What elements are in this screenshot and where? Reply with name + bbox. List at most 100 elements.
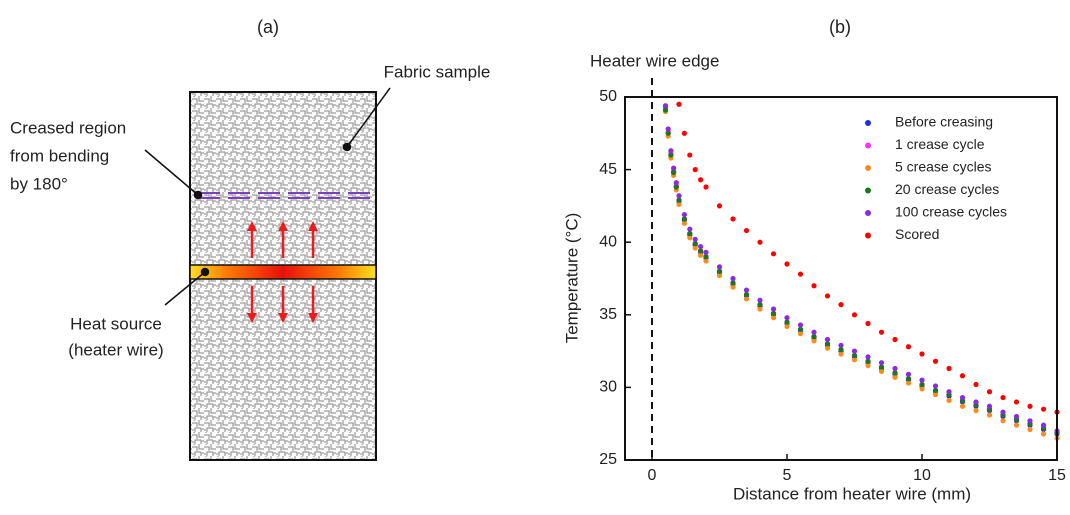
data-point	[865, 358, 871, 364]
data-point	[824, 336, 831, 343]
chart-title: (b)	[829, 17, 851, 37]
data-point	[743, 296, 750, 302]
y-axis-label: Temperature (°C)	[562, 213, 581, 344]
crease-label: by 180°	[10, 174, 68, 193]
data-point	[770, 251, 777, 257]
data-point	[743, 227, 750, 234]
chart: (b) Distance from heater wire (mm) Tempe…	[562, 17, 1066, 504]
data-point	[698, 252, 704, 258]
data-point	[919, 377, 925, 383]
legend-label: 100 crease cycles	[895, 204, 1007, 220]
data-point	[716, 268, 723, 274]
data-point	[1000, 394, 1006, 401]
data-point	[676, 101, 682, 107]
x-tick-label: 5	[783, 467, 792, 484]
data-point	[757, 306, 763, 312]
data-point	[1040, 431, 1047, 437]
data-point	[946, 397, 952, 404]
data-point	[824, 341, 831, 347]
data-point	[692, 245, 698, 251]
data-point	[770, 306, 777, 312]
data-point	[703, 184, 709, 190]
data-point	[770, 315, 777, 321]
legend-label: Before creasing	[895, 114, 993, 130]
legend-label: Scored	[895, 226, 939, 242]
data-point	[946, 389, 952, 395]
data-point	[730, 275, 736, 282]
data-point	[673, 184, 679, 190]
data-point	[797, 271, 804, 277]
data-point	[865, 320, 871, 327]
annotation: Heater wire edge	[590, 51, 719, 70]
data-point	[932, 358, 939, 364]
data-point	[973, 381, 979, 388]
data-point	[698, 248, 704, 254]
data-point	[946, 365, 952, 372]
data-point	[878, 329, 885, 335]
data-point	[743, 287, 750, 293]
data-point	[919, 381, 925, 388]
fabric-label: Fabric sample	[384, 62, 491, 81]
data-point	[687, 152, 693, 158]
data-point	[730, 284, 736, 290]
data-point	[878, 368, 885, 375]
data-point	[698, 243, 704, 250]
data-point	[668, 148, 674, 154]
data-point	[973, 399, 979, 405]
x-tick-label: 10	[913, 467, 931, 484]
heat-label: (heater wire)	[68, 340, 163, 359]
data-point	[932, 387, 939, 393]
heat-arrows	[247, 221, 318, 323]
data-point	[687, 235, 693, 241]
data-point	[662, 107, 669, 113]
data-point	[673, 180, 679, 186]
data-point	[1027, 426, 1033, 433]
data-point	[919, 351, 925, 357]
data-point	[784, 315, 790, 321]
data-point	[905, 376, 912, 382]
data-point	[730, 216, 736, 222]
legend-marker	[865, 210, 871, 216]
data-point	[668, 152, 674, 158]
data-point	[770, 310, 777, 316]
data-point	[892, 370, 898, 376]
data-point	[1040, 406, 1047, 412]
y-tick-label: 30	[599, 379, 617, 396]
data-point	[865, 363, 871, 369]
data-point	[743, 291, 750, 298]
data-point	[824, 345, 831, 351]
data-point	[757, 239, 763, 245]
data-point	[757, 302, 763, 308]
data-point	[905, 371, 912, 377]
data-point	[959, 394, 966, 401]
data-point	[1000, 409, 1006, 415]
legend-marker	[865, 187, 871, 194]
data-point	[676, 193, 682, 199]
data-point	[838, 342, 844, 348]
data-point	[703, 254, 709, 260]
data-point	[784, 319, 790, 325]
data-point	[784, 323, 790, 330]
data-point	[676, 201, 682, 208]
data-point	[1000, 418, 1006, 424]
data-point	[671, 165, 677, 171]
data-point	[851, 312, 858, 318]
legend-label: 1 crease cycle	[895, 136, 985, 152]
data-point	[703, 258, 709, 264]
legend-marker	[865, 142, 871, 149]
data-point	[986, 412, 993, 418]
heater-wire	[189, 264, 377, 280]
data-point	[986, 389, 993, 395]
data-point	[838, 351, 844, 357]
data-point	[878, 360, 885, 366]
data-point	[730, 280, 736, 286]
x-tick-label: 0	[648, 467, 657, 484]
data-point	[671, 169, 677, 176]
data-point	[851, 348, 858, 354]
data-point	[811, 338, 817, 344]
data-point	[1013, 422, 1020, 428]
data-point	[905, 344, 912, 350]
data-point	[851, 352, 858, 359]
data-point	[797, 322, 804, 328]
crease-label: from bending	[10, 146, 109, 165]
